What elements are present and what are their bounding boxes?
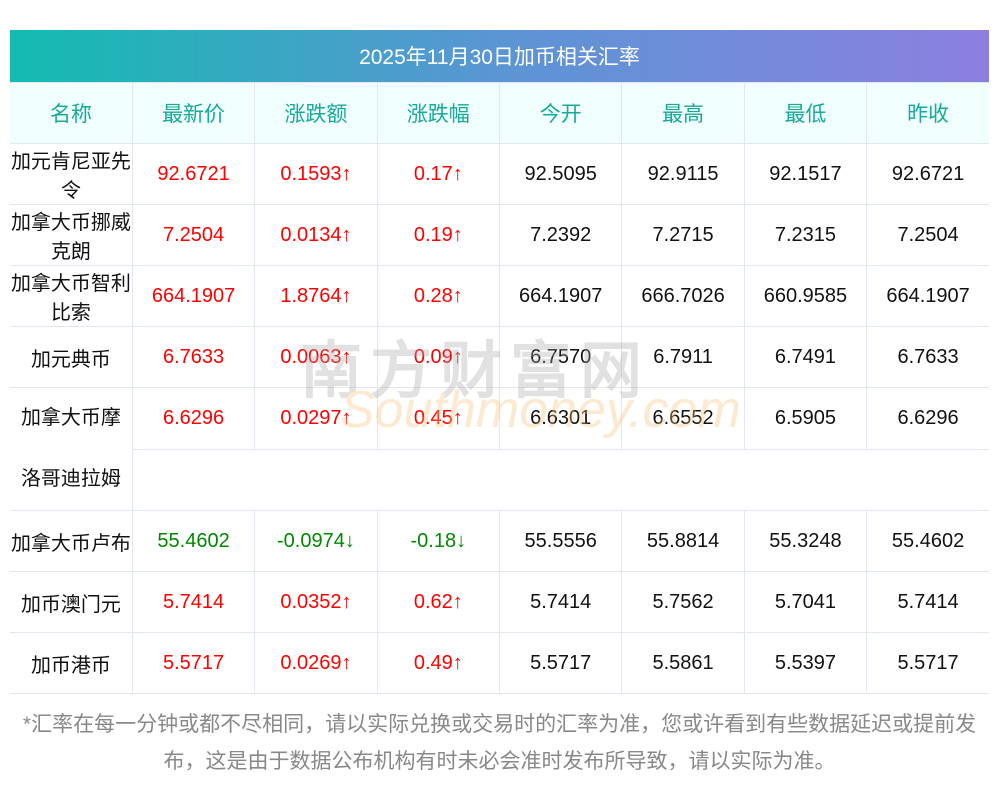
cell-pct: -0.18↓	[376, 510, 501, 572]
table-row: 加币澳门元 5.7414 0.0352↑ 0.62↑ 5.7414 5.7562 5.704…	[10, 571, 989, 633]
cell-prev: 6.7633	[866, 326, 989, 388]
column-header: 最高	[621, 82, 745, 144]
cell-latest: 7.2504	[131, 204, 256, 266]
cell-open: 55.5556	[498, 510, 623, 572]
header-row: 名称 最新价 涨跌额 涨跌幅 今开 最高 最低 昨收	[10, 82, 989, 144]
table-row: 加拿大币智利比索 664.1907 1.8764↑ 0.28↑ 664.1907 666.…	[10, 265, 989, 327]
cell-prev: 5.7414	[866, 571, 989, 633]
cell-open: 6.6301	[498, 387, 623, 450]
column-header: 涨跌额	[254, 82, 378, 144]
cell-open: 7.2392	[498, 204, 623, 266]
cell-open: 5.7414	[498, 571, 623, 633]
cell-high: 5.7562	[621, 571, 745, 633]
cell-high: 6.7911	[621, 326, 745, 388]
cell-latest: 92.6721	[131, 143, 256, 205]
cell-prev: 5.5717	[866, 632, 989, 694]
currency-name: 加拿大币智利比索	[10, 265, 133, 327]
currency-name: 加拿大币挪威克朗	[10, 204, 133, 266]
cell-latest: 6.7633	[131, 326, 256, 388]
currency-name: 加币澳门元	[10, 571, 133, 633]
cell-change: 0.0134↑	[254, 204, 378, 266]
cell-low: 660.9585	[743, 265, 868, 327]
cell-latest: 664.1907	[131, 265, 256, 327]
cell-change: 0.0297↑	[254, 387, 378, 450]
cell-pct: 0.28↑	[376, 265, 501, 327]
cell-pct: 0.19↑	[376, 204, 501, 266]
table-row: 加元肯尼亚先令 92.6721 0.1593↑ 0.17↑ 92.5095 92.9115…	[10, 143, 989, 205]
cell-change: 0.0269↑	[254, 632, 378, 694]
cell-high: 5.5861	[621, 632, 745, 694]
cell-pct: 0.45↑	[376, 387, 501, 450]
rate-table-container: 2025年11月30日加币相关汇率 名称 最新价 涨跌额 涨跌幅 今开 最高 最低 昨收 加元…	[10, 30, 989, 694]
cell-latest: 6.6296	[131, 387, 256, 450]
cell-prev: 92.6721	[866, 143, 989, 205]
cell-high: 92.9115	[621, 143, 745, 205]
cell-high: 6.6552	[621, 387, 745, 450]
column-header: 涨跌幅	[376, 82, 501, 144]
cell-latest: 55.4602	[131, 510, 256, 572]
cell-change: 0.1593↑	[254, 143, 378, 205]
table-row: 加元典币 6.7633 0.0063↑ 0.09↑ 6.7570 6.7911 6.7491…	[10, 326, 989, 388]
column-header: 名称	[10, 82, 133, 144]
cell-high: 666.7026	[621, 265, 745, 327]
cell-high: 7.2715	[621, 204, 745, 266]
cell-open: 92.5095	[498, 143, 623, 205]
column-header: 最新价	[131, 82, 256, 144]
cell-high: 55.8814	[621, 510, 745, 572]
cell-low: 55.3248	[743, 510, 868, 572]
table-title: 2025年11月30日加币相关汇率	[10, 30, 989, 82]
cell-pct: 0.09↑	[376, 326, 501, 388]
cell-change: -0.0974↓	[254, 510, 378, 572]
currency-name: 加元典币	[10, 326, 133, 388]
cell-pct: 0.17↑	[376, 143, 501, 205]
currency-name: 加元肯尼亚先令	[10, 143, 133, 205]
cell-prev: 55.4602	[866, 510, 989, 572]
cell-prev: 664.1907	[866, 265, 989, 327]
cell-latest: 5.7414	[131, 571, 256, 633]
cell-low: 5.7041	[743, 571, 868, 633]
cell-low: 6.5905	[743, 387, 868, 450]
currency-name: 加拿大币摩洛哥迪拉姆	[10, 387, 133, 511]
cell-low: 92.1517	[743, 143, 868, 205]
cell-latest: 5.5717	[131, 632, 256, 694]
cell-open: 664.1907	[498, 265, 623, 327]
cell-change: 1.8764↑	[254, 265, 378, 327]
cell-prev: 6.6296	[866, 387, 989, 450]
cell-low: 5.5397	[743, 632, 868, 694]
column-header: 今开	[498, 82, 623, 144]
empty-cell	[132, 448, 989, 511]
cell-change: 0.0063↑	[254, 326, 378, 388]
column-header: 最低	[743, 82, 868, 144]
cell-change: 0.0352↑	[254, 571, 378, 633]
cell-open: 5.5717	[498, 632, 623, 694]
currency-name: 加拿大币卢布	[10, 510, 133, 572]
footnote: *汇率在每一分钟或都不尽相同，请以实际兑换或交易时的汇率为准，您或许看到有些数据…	[22, 713, 977, 773]
cell-open: 6.7570	[498, 326, 623, 388]
cell-pct: 0.49↑	[376, 632, 501, 694]
table-row: 加币港币 5.5717 0.0269↑ 0.49↑ 5.5717 5.5861 5.5397…	[10, 632, 989, 694]
cell-prev: 7.2504	[866, 204, 989, 266]
table-row: 加拿大币摩洛哥迪拉姆 6.6296 0.0297↑ 0.45↑ 6.6301 6.6552…	[10, 387, 989, 511]
cell-low: 6.7491	[743, 326, 868, 388]
cell-low: 7.2315	[743, 204, 868, 266]
table-row: 加拿大币卢布 55.4602 -0.0974↓ -0.18↓ 55.5556 55.881…	[10, 510, 989, 572]
cell-pct: 0.62↑	[376, 571, 501, 633]
table-row: 加拿大币挪威克朗 7.2504 0.0134↑ 0.19↑ 7.2392 7.2715 7.…	[10, 204, 989, 266]
currency-name: 加币港币	[10, 632, 133, 694]
rate-table: 名称 最新价 涨跌额 涨跌幅 今开 最高 最低 昨收 加元肯尼亚先令 92.6721 0.1593…	[10, 82, 989, 694]
column-header: 昨收	[866, 82, 989, 144]
